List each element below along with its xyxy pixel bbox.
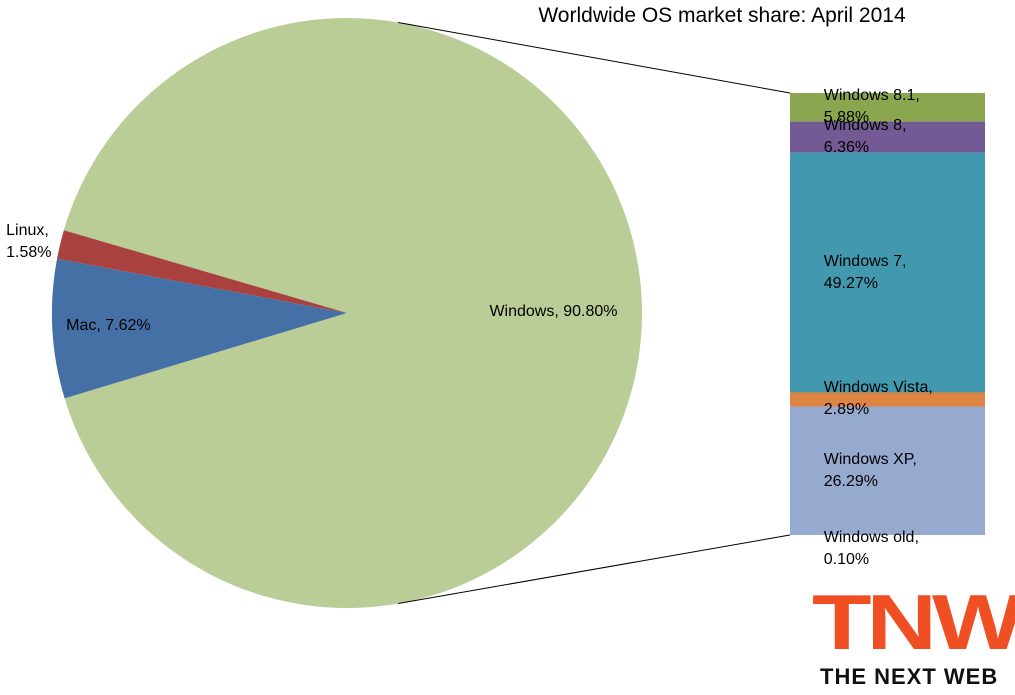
bar-label: Windows 8.1, 5.88% <box>823 87 920 127</box>
pie-label: Mac, 7.62% <box>66 316 151 334</box>
connector <box>398 534 791 605</box>
pie-label: Windows, 90.80% <box>489 303 618 321</box>
connector <box>398 21 791 94</box>
bar-segment <box>790 392 985 407</box>
pie-slice <box>57 230 348 313</box>
bar-segment <box>790 152 985 393</box>
bar-segment <box>790 93 985 122</box>
bar-label: Windows 7, 49.27% <box>823 252 907 292</box>
pie-slice <box>52 258 347 399</box>
bar-label: Windows XP, 26.29% <box>823 450 917 490</box>
bar-label: Windows Vista, 2.89% <box>823 379 933 419</box>
bar-segment <box>790 121 985 153</box>
bar-segment <box>790 406 985 535</box>
logo-name: THE NEXT WEB <box>820 664 999 689</box>
pie-slice <box>63 17 643 608</box>
bar-label: Windows 8, 6.36% <box>823 117 907 157</box>
chart-title: Worldwide OS market share: April 2014 <box>538 4 906 27</box>
bar-label: Windows old, 0.10% <box>823 529 919 568</box>
logo-mark: TNW <box>812 578 1015 666</box>
pie-label: Linux, 1.58% <box>6 222 52 262</box>
